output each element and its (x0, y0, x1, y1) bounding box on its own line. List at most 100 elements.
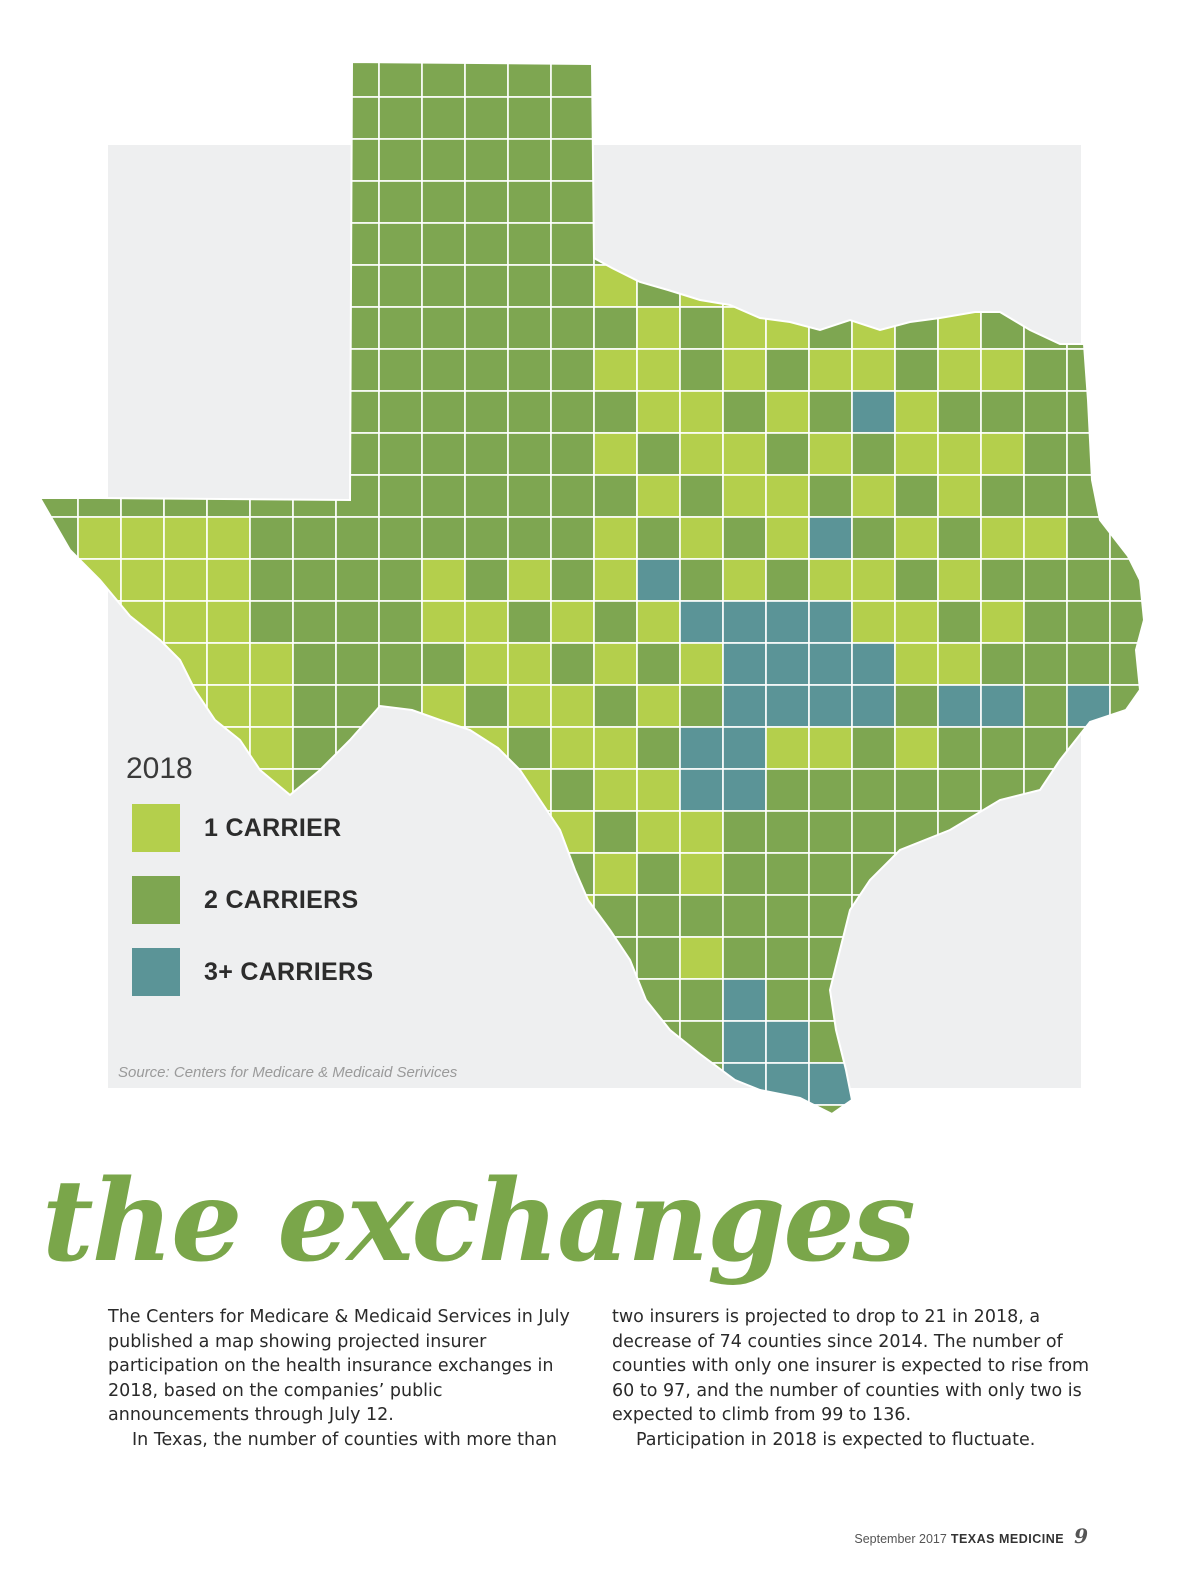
county-region (679, 768, 724, 812)
county-region (980, 264, 1025, 308)
county-region (550, 642, 595, 686)
county-region (40, 62, 79, 98)
county-region (378, 936, 423, 980)
county-region (937, 558, 982, 602)
county-region (507, 600, 552, 644)
county-region (1066, 894, 1111, 938)
county-region (593, 62, 638, 98)
county-region (808, 852, 853, 896)
county-region (249, 474, 294, 518)
county-region (464, 978, 509, 1022)
county-region (636, 642, 681, 686)
county-region (1066, 264, 1111, 308)
county-region (679, 390, 724, 434)
headline: the exchanges (42, 1156, 916, 1287)
county-region (378, 558, 423, 602)
county-region (464, 600, 509, 644)
county-region (77, 642, 122, 686)
county-region (249, 684, 294, 728)
county-region (593, 138, 638, 182)
county-region (593, 180, 638, 224)
county-region (1109, 348, 1144, 392)
county-region (980, 432, 1025, 476)
legend-swatch-3plus-carriers (132, 948, 180, 996)
county-region (249, 62, 294, 98)
county-region (292, 642, 337, 686)
county-region (77, 432, 122, 476)
county-region (765, 936, 810, 980)
county-region (1066, 768, 1111, 812)
county-region (980, 726, 1025, 770)
county-region (421, 62, 466, 98)
county-region (464, 222, 509, 266)
county-region (1066, 684, 1111, 728)
county-region (894, 1062, 939, 1106)
county-region (937, 516, 982, 560)
county-region (464, 62, 509, 98)
county-region (894, 348, 939, 392)
county-region (378, 432, 423, 476)
county-region (550, 726, 595, 770)
county-region (679, 726, 724, 770)
county-region (1066, 180, 1111, 224)
county-region (808, 432, 853, 476)
county-region (593, 474, 638, 518)
county-region (378, 726, 423, 770)
county-region (636, 264, 681, 308)
county-region (507, 62, 552, 98)
county-region (593, 516, 638, 560)
source-note: Source: Centers for Medicare & Medicaid … (118, 1064, 458, 1081)
county-region (765, 726, 810, 770)
body-column-right: two insurers is projected to drop to 21 … (612, 1305, 1092, 1452)
county-region (550, 936, 595, 980)
county-region (593, 264, 638, 308)
county-region (894, 852, 939, 896)
county-region (722, 558, 767, 602)
county-region (722, 894, 767, 938)
county-region (206, 96, 251, 140)
legend-swatch-1-carrier (132, 804, 180, 852)
county-region (507, 1020, 552, 1064)
county-region (550, 1020, 595, 1064)
county-region (765, 62, 810, 98)
county-region (894, 62, 939, 98)
county-region (335, 348, 380, 392)
page-footer: September 2017 TEXAS MEDICINE 9 (854, 1524, 1088, 1548)
county-region (1109, 978, 1144, 1022)
county-region (980, 474, 1025, 518)
county-region (1109, 516, 1144, 560)
county-region (77, 600, 122, 644)
county-region (851, 348, 896, 392)
county-region (120, 62, 165, 98)
county-region (679, 306, 724, 350)
county-region (249, 726, 294, 770)
footer-date: September 2017 (854, 1532, 947, 1546)
county-region (40, 1062, 79, 1106)
county-region (808, 62, 853, 98)
legend-year: 2018 (126, 752, 193, 785)
county-region (507, 180, 552, 224)
county-region (722, 222, 767, 266)
county-region (722, 306, 767, 350)
county-region (722, 642, 767, 686)
county-region (808, 558, 853, 602)
county-region (206, 306, 251, 350)
county-region (507, 936, 552, 980)
county-region (77, 348, 122, 392)
county-region (636, 1104, 681, 1114)
county-region (937, 306, 982, 350)
legend-item-3plus-carriers: 3+ CARRIERS (132, 948, 373, 996)
county-region (636, 726, 681, 770)
county-region (1109, 726, 1144, 770)
county-region (421, 642, 466, 686)
county-region (851, 180, 896, 224)
county-region (937, 96, 982, 140)
county-region (120, 516, 165, 560)
county-region (894, 138, 939, 182)
county-region (851, 810, 896, 854)
county-region (163, 96, 208, 140)
county-region (851, 96, 896, 140)
county-region (593, 936, 638, 980)
county-region (980, 138, 1025, 182)
county-region (507, 852, 552, 896)
